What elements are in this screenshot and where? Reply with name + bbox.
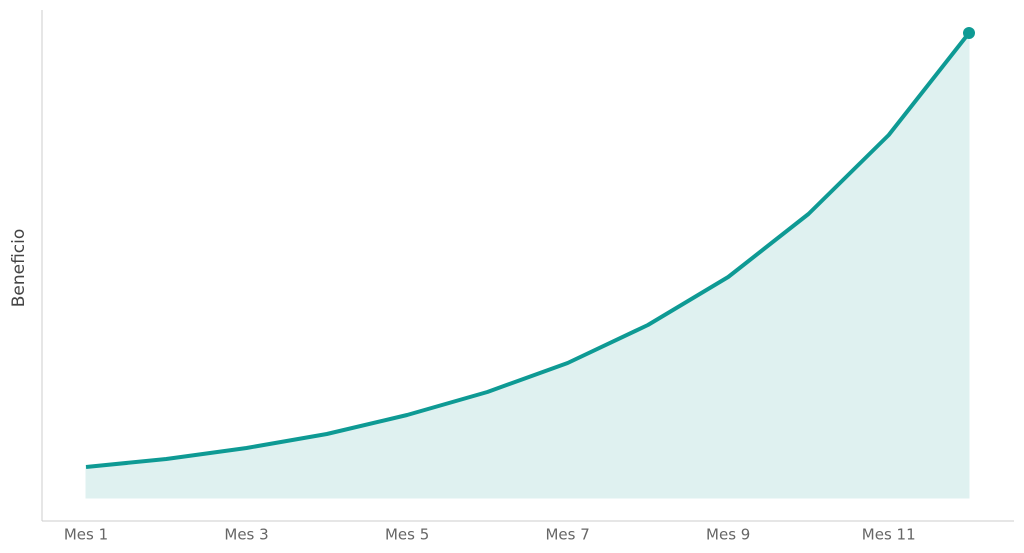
line: [85, 31, 971, 469]
area: [85, 31, 970, 499]
x-tick-label: Mes 7: [545, 526, 589, 544]
x-tick-label: Mes 3: [224, 526, 268, 544]
x-tick-label: Mes 11: [862, 526, 916, 544]
end-marker: [963, 27, 975, 39]
y-axis-label: Beneficio: [9, 229, 29, 308]
x-tick-label: Mes 9: [706, 526, 750, 544]
x-tick-label: Mes 5: [385, 526, 429, 544]
x-tick-label: Mes 1: [64, 526, 108, 544]
